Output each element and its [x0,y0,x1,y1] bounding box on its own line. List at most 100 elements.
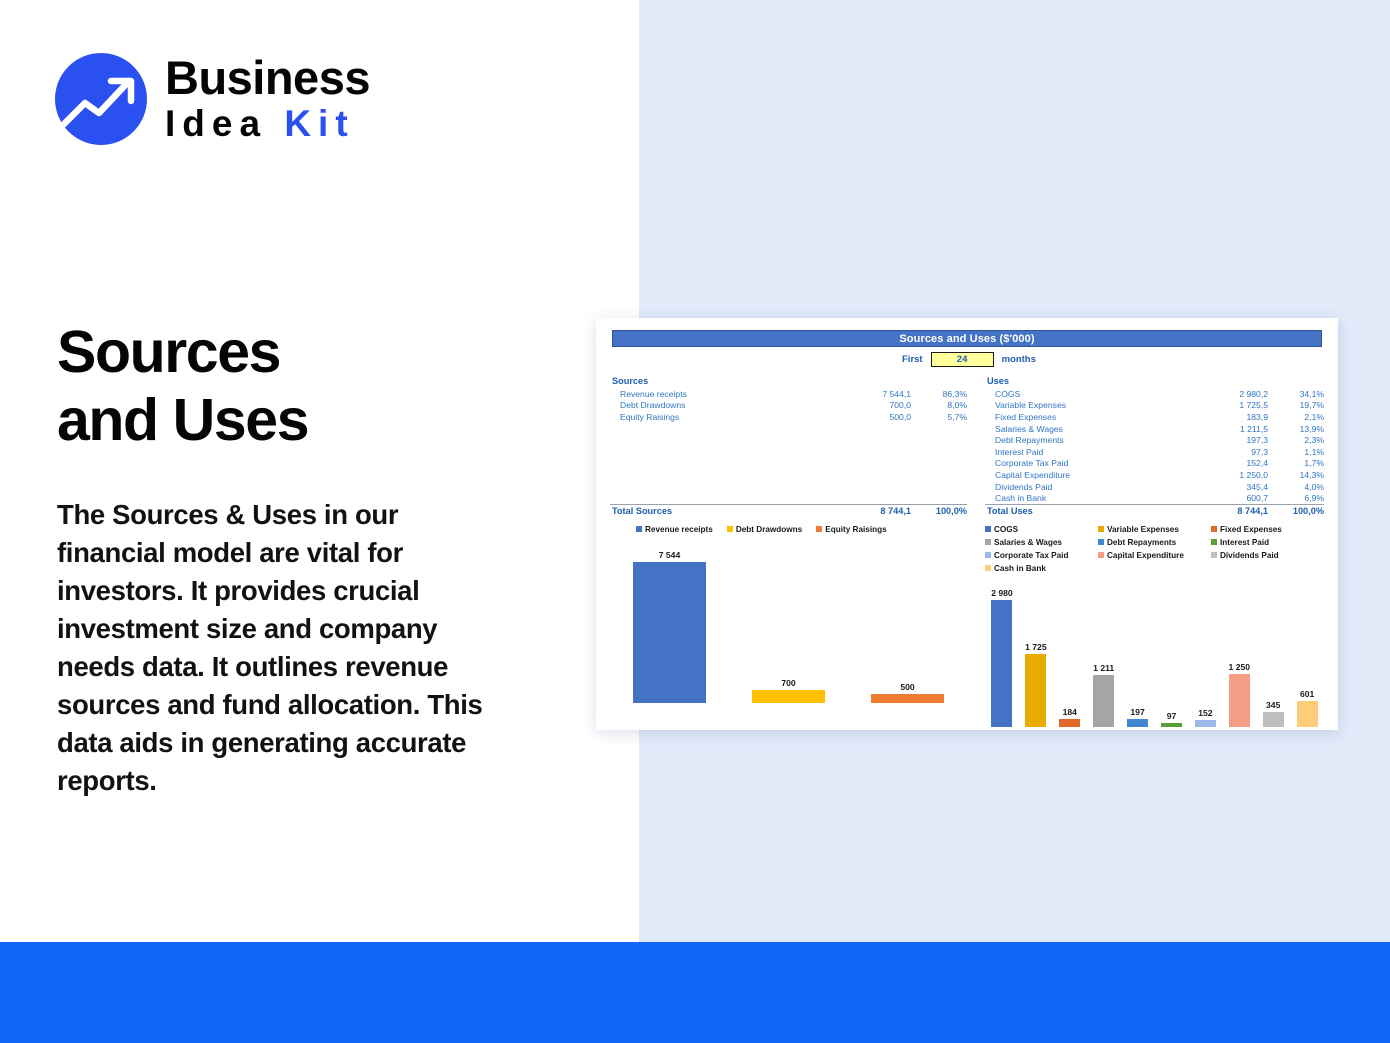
bar-slot: 1 725 [1019,577,1053,727]
uses-plot: 2 980 1 725 184 1 211 197 97 152 1 250 345 601 [985,577,1324,727]
bar[interactable] [1025,653,1047,727]
legend-item: Debt Repayments [1097,536,1211,549]
bar-slot: 1 211 [1087,577,1121,727]
page-description: The Sources & Uses in our financial mode… [57,499,483,796]
brand-wordmark: Business Idea Kit [165,54,370,144]
row-percent: 19,7% [1299,400,1324,411]
bar[interactable] [1127,718,1149,727]
legend-item: COGS [985,523,1098,536]
brand-line-2: Idea Kit [165,105,370,142]
bar-data-label: 700 [781,677,796,688]
table-row: Corporate Tax Paid 152,4 1,7% [985,458,1324,470]
sources-total-row: Total Sources 8 744,1 100,0% [610,503,967,518]
sources-chart-legend: Revenue receipts Debt Drawdowns Equity Rai… [610,523,967,536]
uses-table-header: Uses [987,376,1009,386]
row-value: 7 544,1 [882,388,911,399]
legend-swatch-icon [985,565,991,572]
bar-slot: 700 [729,539,848,703]
brand-line-1: Business [165,51,370,104]
row-label: Variable Expenses [995,400,1067,411]
legend-item: Revenue receipts [636,523,713,536]
bar[interactable] [870,693,945,703]
bar[interactable] [1059,719,1081,727]
bar-slot: 152 [1188,577,1222,727]
legend-swatch-icon [816,526,823,533]
total-label: Total Sources [612,506,673,517]
bar-slot: 500 [848,539,967,703]
row-value: 1 725,5 [1239,400,1268,411]
table-row: Variable Expenses 1 725,5 19,7% [985,400,1324,412]
legend-swatch-icon [1210,552,1217,559]
table-row: Capital Expenditure 1 250,0 14,3% [985,469,1324,481]
months-input[interactable]: 24 [930,352,994,367]
row-percent: 5,7% [947,411,967,422]
bar[interactable] [1194,720,1216,727]
legend-swatch-icon [1097,526,1104,533]
spreadsheet-preview-panel: Sources and Uses ($'000) First 24 months… [596,318,1338,730]
row-percent: 8,0% [947,400,967,411]
row-value: 197,3 [1246,435,1268,446]
row-value: 183,9 [1246,411,1268,422]
table-row: Debt Drawdowns 700,0 8,0% [610,400,967,412]
bar[interactable] [991,600,1013,727]
legend-swatch-icon [726,526,733,533]
legend-swatch-icon [1097,552,1104,559]
bar-data-label: 1 211 [1093,663,1115,674]
row-percent: 4,0% [1304,481,1324,492]
bar-data-label: 345 [1266,700,1281,711]
legend-item: Variable Expenses [1097,523,1211,536]
brand-logo[interactable]: Business Idea Kit [55,53,370,145]
bar[interactable] [1093,675,1115,727]
uses-bars: 2 980 1 725 184 1 211 197 97 152 1 250 345 601 [985,577,1324,727]
row-value: 700,0 [889,400,911,411]
legend-label: Interest Paid [1219,537,1270,547]
bar[interactable] [632,561,707,703]
bar-slot: 7 544 [610,539,729,703]
bar-data-label: 500 [900,681,915,692]
uses-chart: COGS Variable Expenses Fixed Expenses Salar… [967,523,1324,727]
bar[interactable] [1262,712,1284,727]
bar-data-label: 152 [1198,708,1213,719]
row-percent: 1,7% [1304,458,1324,469]
bar[interactable] [1296,701,1318,727]
legend-item: Corporate Tax Paid [985,549,1098,562]
total-value: 8 744,1 [1237,506,1268,517]
bar[interactable] [1228,673,1250,727]
table-row: Revenue receipts 7 544,1 86,3% [610,388,967,400]
bar[interactable] [1160,722,1182,727]
legend-label: Cash in Bank [994,563,1046,573]
legend-item: Cash in Bank [985,562,1098,575]
legend-item: Equity Raisings [816,523,887,536]
bar[interactable] [751,689,826,703]
row-label: Equity Raisings [620,411,680,422]
total-percent: 100,0% [1292,506,1324,517]
row-label: Corporate Tax Paid [995,458,1069,469]
legend-swatch-icon [985,552,991,559]
legend-label: Salaries & Wages [994,537,1062,547]
row-label: Cash in Bank [995,493,1047,504]
bar-data-label: 197 [1130,706,1145,717]
row-value: 500,0 [889,411,911,422]
legend-swatch-icon [636,526,642,533]
months-control-row: First 24 months [606,352,1328,367]
bar-slot: 184 [1053,577,1087,727]
bottom-accent-bar [0,942,1390,1043]
row-percent: 34,1% [1299,388,1324,399]
bar-data-label: 7 544 [658,549,681,560]
row-value: 600,7 [1246,493,1268,504]
sources-plot: 7 544 700 500 [610,539,967,703]
legend-label: Capital Expenditure [1106,550,1184,560]
bar-slot: 97 [1155,577,1189,727]
row-label: Fixed Expenses [995,411,1057,422]
sources-table: Sources Revenue receipts 7 544,1 86,3% D… [610,376,967,518]
first-label: First [902,354,923,365]
total-percent: 100,0% [935,506,967,517]
row-value: 2 980,2 [1239,388,1268,399]
tables-area: Sources Revenue receipts 7 544,1 86,3% D… [606,376,1328,518]
uses-rows: COGS 2 980,2 34,1% Variable Expenses 1 7… [985,388,1324,504]
legend-swatch-icon [985,539,991,546]
total-value: 8 744,1 [880,506,911,517]
legend-item: Interest Paid [1210,536,1324,549]
table-row: Equity Raisings 500,0 5,7% [610,411,967,423]
